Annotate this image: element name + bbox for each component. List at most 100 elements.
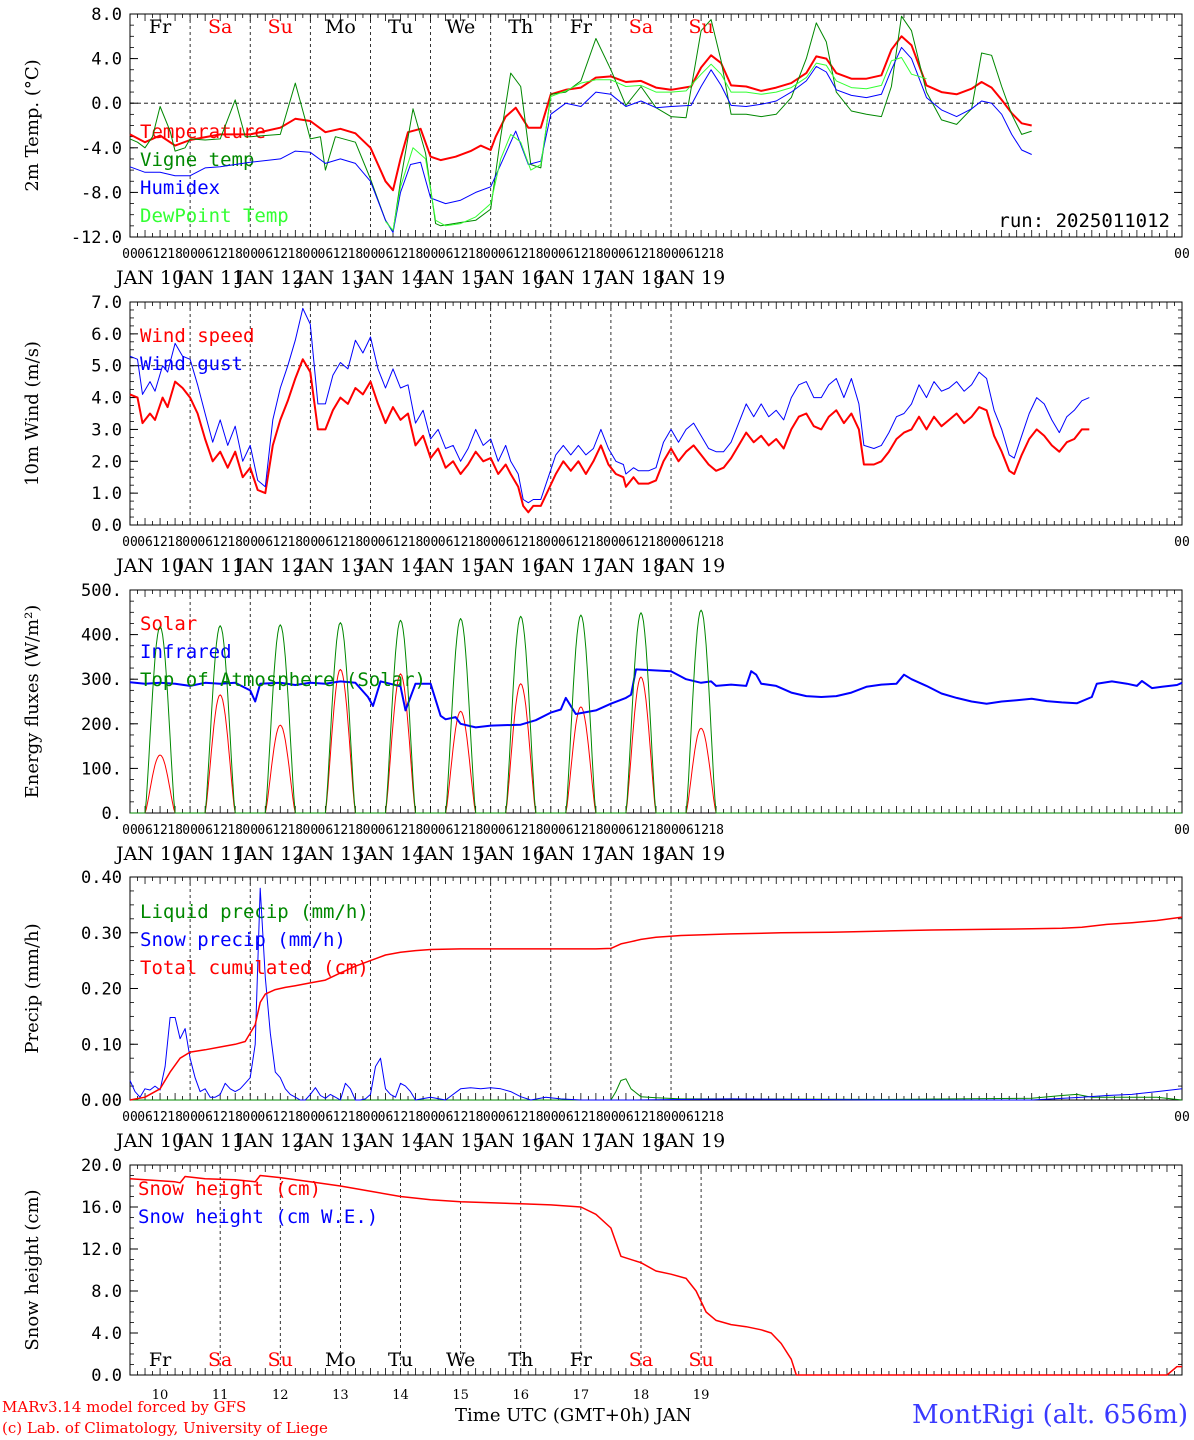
hour-tick-label: 12 — [393, 535, 409, 550]
hour-tick-label: 06 — [137, 535, 153, 550]
hour-tick-label: 12 — [333, 1110, 349, 1125]
hour-tick-label: 12 — [152, 535, 168, 550]
plot-frame — [129, 13, 1183, 238]
day-number-label: 15 — [452, 1388, 469, 1403]
hour-tick-label: 06 — [318, 823, 334, 838]
hour-tick-label: 12 — [393, 823, 409, 838]
date-label: JAN 16 — [475, 1130, 545, 1152]
hour-tick-label: 12 — [513, 247, 529, 262]
hour-tick-label: 12 — [212, 535, 228, 550]
date-label: JAN 18 — [595, 267, 665, 289]
date-label: JAN 10 — [114, 1130, 184, 1152]
hour-tick-label: 12 — [453, 823, 469, 838]
hour-tick-label: 18 — [708, 823, 724, 838]
hour-tick-label: 12 — [573, 535, 589, 550]
hour-tick-label: 18 — [588, 1110, 604, 1125]
hour-tick-label: 18 — [468, 247, 484, 262]
hour-tick-label: 18 — [588, 247, 604, 262]
date-label: JAN 13 — [294, 267, 364, 289]
hour-tick-label: 12 — [272, 247, 288, 262]
hour-tick-label: 12 — [513, 535, 529, 550]
hour-tick-label: 18 — [348, 247, 364, 262]
series-line-1 — [129, 887, 1183, 1101]
x-axis-title: Time UTC (GMT+0h) JAN — [455, 1405, 692, 1426]
y-tick-label: 0.30 — [81, 924, 122, 944]
hour-tick-label: 06 — [197, 1110, 213, 1125]
legend-entry: Snow precip (mm/h) — [140, 929, 346, 951]
hour-tick-label: 00 — [1174, 535, 1190, 550]
hour-tick-label: 12 — [152, 1110, 168, 1125]
date-label: JAN 14 — [354, 843, 424, 865]
date-label: JAN 12 — [234, 555, 304, 577]
hour-tick-label: 00 — [363, 1110, 379, 1125]
hour-tick-label: 18 — [227, 247, 243, 262]
date-label: JAN 14 — [354, 1130, 424, 1152]
series-line-2 — [129, 46, 1032, 233]
hour-tick-label: 00 — [122, 535, 138, 550]
date-label: JAN 17 — [535, 843, 605, 865]
lab-credit: (c) Lab. of Climatology, University of L… — [2, 1419, 328, 1437]
series-line-1 — [129, 15, 1032, 232]
day-number-label: 19 — [693, 1388, 710, 1403]
y-tick-label: 16.0 — [81, 1198, 122, 1218]
hour-tick-label: 00 — [303, 535, 319, 550]
hour-tick-label: 12 — [693, 1110, 709, 1125]
panel-energy: 500. 400. 300. 200. 100. 0. Energy fluxes (W/m… — [22, 581, 1190, 865]
y-tick-label: 12.0 — [81, 1240, 122, 1260]
hour-tick-label: 12 — [513, 1110, 529, 1125]
date-label: JAN 15 — [415, 267, 485, 289]
date-label: JAN 19 — [655, 843, 725, 865]
date-label: JAN 10 — [114, 555, 184, 577]
date-label: JAN 15 — [415, 1130, 485, 1152]
hour-tick-label: 18 — [708, 247, 724, 262]
day-of-week-label: Su — [268, 1349, 293, 1371]
hour-tick-label: 06 — [558, 247, 574, 262]
hour-tick-label: 00 — [363, 535, 379, 550]
hour-tick-label: 00 — [363, 247, 379, 262]
hour-tick-label: 00 — [423, 247, 439, 262]
date-label: JAN 12 — [234, 843, 304, 865]
hour-tick-label: 06 — [618, 1110, 634, 1125]
day-number-label: 12 — [272, 1388, 289, 1403]
hour-tick-label: 12 — [212, 1110, 228, 1125]
y-tick-label: 0.10 — [81, 1035, 122, 1055]
hour-tick-label: 12 — [453, 535, 469, 550]
hour-tick-label: 00 — [663, 823, 679, 838]
hour-tick-label: 12 — [633, 1110, 649, 1125]
y-tick-label: 7.0 — [91, 293, 122, 313]
hour-tick-label: 00 — [483, 535, 499, 550]
date-label: JAN 18 — [595, 1130, 665, 1152]
y-tick-label: 8.0 — [91, 5, 122, 25]
hour-tick-label: 06 — [438, 247, 454, 262]
hour-tick-label: 06 — [558, 1110, 574, 1125]
hour-tick-label: 18 — [468, 823, 484, 838]
hour-tick-label: 06 — [137, 1110, 153, 1125]
hour-tick-label: 00 — [122, 1110, 138, 1125]
y-tick-label: 4.0 — [91, 50, 122, 70]
model-credit: MARv3.14 model forced by GFS — [2, 1398, 247, 1416]
date-label: JAN 10 — [114, 843, 184, 865]
date-label: JAN 17 — [535, 267, 605, 289]
series-line-0 — [129, 1174, 1182, 1376]
plot-frame — [129, 301, 1183, 526]
hour-tick-label: 18 — [348, 1110, 364, 1125]
date-label: JAN 12 — [234, 267, 304, 289]
day-number-label: 11 — [212, 1388, 229, 1403]
hour-tick-label: 06 — [618, 823, 634, 838]
hour-tick-label: 18 — [708, 1110, 724, 1125]
hour-tick-label: 12 — [513, 823, 529, 838]
legend-entry: Liquid precip (mm/h) — [140, 901, 369, 923]
y-tick-label: 5.0 — [91, 357, 122, 377]
day-of-week-label: Mo — [325, 16, 356, 38]
series-line-3 — [385, 57, 927, 231]
hour-tick-label: 18 — [287, 247, 303, 262]
date-label: JAN 16 — [475, 843, 545, 865]
legend-entry: Wind gust — [140, 353, 243, 375]
hour-tick-label: 12 — [573, 247, 589, 262]
series-line-0 — [129, 35, 1032, 192]
panel-temp: 8.04.00.0-4.0-8.0-12.02m Temp. (°C) Tempe… — [22, 5, 1190, 289]
station-label: MontRigi (alt. 656m) — [912, 1400, 1188, 1430]
hour-tick-label: 18 — [287, 535, 303, 550]
y-axis-label: 2m Temp. (°C) — [22, 59, 43, 191]
